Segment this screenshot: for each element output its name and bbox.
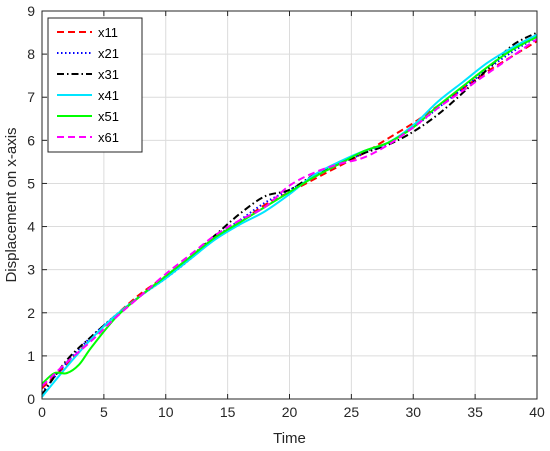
- y-tick-label: 8: [27, 46, 35, 62]
- x-tick-label: 30: [405, 404, 421, 420]
- legend-label-x31: x31: [98, 67, 119, 82]
- x-tick-label: 40: [529, 404, 545, 420]
- legend-label-x51: x51: [98, 109, 119, 124]
- legend-label-x61: x61: [98, 130, 119, 145]
- legend-label-x21: x21: [98, 46, 119, 61]
- x-tick-label: 25: [344, 404, 360, 420]
- y-tick-label: 1: [27, 348, 35, 364]
- legend-box: [47, 17, 143, 153]
- y-tick-label: 4: [27, 219, 35, 235]
- x-tick-label: 15: [220, 404, 236, 420]
- axis-ticks: 0 5 10 15 20 25 30 35 40 0 1 2 3 4 5 6 7 8 9: [27, 3, 545, 420]
- x-tick-label: 0: [38, 404, 46, 420]
- x-tick-label: 20: [282, 404, 298, 420]
- legend-label-x41: x41: [98, 88, 119, 103]
- y-tick-label: 2: [27, 305, 35, 321]
- y-tick-label: 5: [27, 175, 35, 191]
- x-tick-label: 10: [158, 404, 174, 420]
- y-tick-label: 9: [27, 3, 35, 19]
- x-axis-label: Time: [273, 430, 306, 447]
- y-tick-label: 6: [27, 132, 35, 148]
- y-tick-label: 3: [27, 262, 35, 278]
- legend: x11 x21 x31 x41 x51 x61: [47, 17, 143, 153]
- y-tick-label: 0: [27, 391, 35, 407]
- series-line-x61: [41, 38, 538, 387]
- series-lines: [41, 31, 538, 398]
- y-tick-label: 7: [27, 89, 35, 105]
- x-tick-label: 5: [100, 404, 108, 420]
- y-axis-label: Displacement on x-axis: [3, 127, 20, 282]
- legend-label-x11: x11: [98, 25, 118, 40]
- x-tick-label: 35: [467, 404, 483, 420]
